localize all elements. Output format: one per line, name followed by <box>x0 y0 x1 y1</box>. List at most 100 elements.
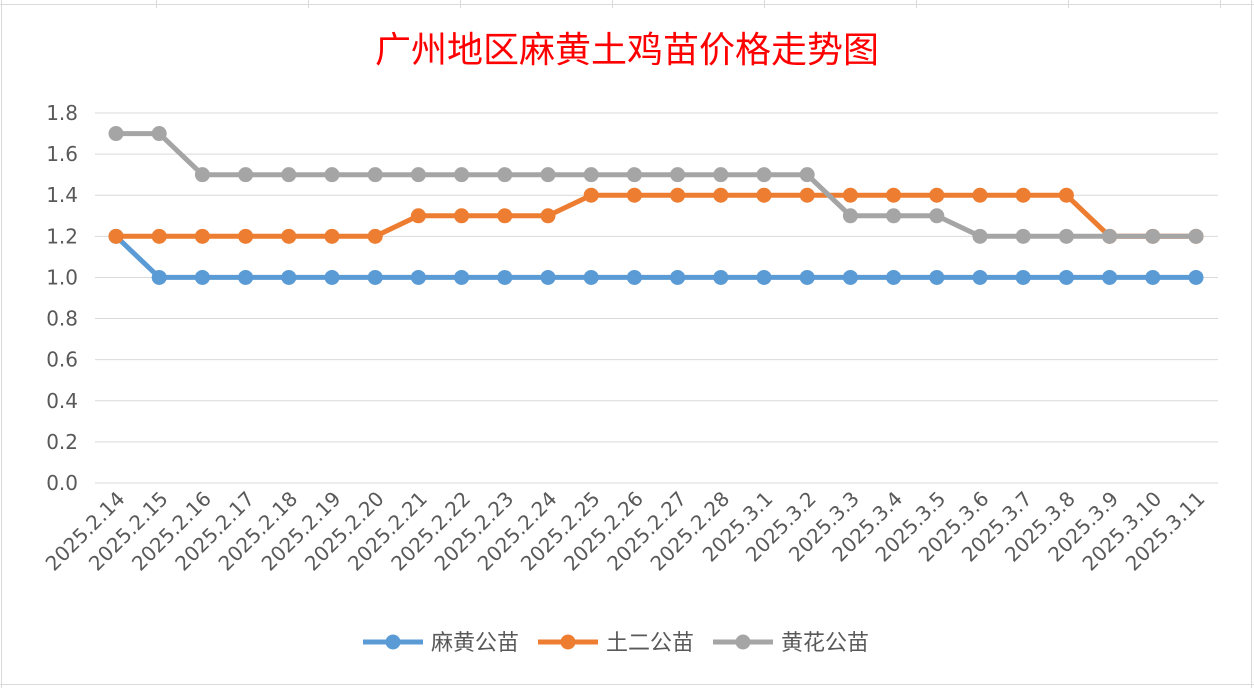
data-point <box>367 228 383 244</box>
data-point <box>929 208 945 224</box>
data-point <box>540 269 556 285</box>
data-point <box>324 228 340 244</box>
series-layer <box>108 126 1204 285</box>
data-point <box>410 167 426 183</box>
data-point <box>108 126 124 142</box>
data-point <box>929 269 945 285</box>
data-point <box>108 228 124 244</box>
y-axis-tick-labels: 1.8 1.6 1.4 1.2 1.0 0.8 0.6 0.4 0.2 0.0 <box>46 101 78 495</box>
data-point <box>454 167 470 183</box>
data-point <box>281 167 297 183</box>
data-point <box>756 269 772 285</box>
data-point <box>713 167 729 183</box>
data-point <box>1015 187 1031 203</box>
data-point <box>929 187 945 203</box>
data-point <box>799 167 815 183</box>
data-point <box>583 187 599 203</box>
data-point <box>842 208 858 224</box>
data-point <box>1058 228 1074 244</box>
data-point <box>151 269 167 285</box>
data-point <box>194 167 210 183</box>
data-point <box>1145 228 1161 244</box>
data-point <box>1145 269 1161 285</box>
data-point <box>281 228 297 244</box>
data-point <box>1188 269 1204 285</box>
data-point <box>583 167 599 183</box>
y-tick-label: 0.2 <box>46 430 78 454</box>
data-point <box>410 269 426 285</box>
y-tick-label: 0.4 <box>46 389 78 413</box>
data-point <box>756 187 772 203</box>
data-point <box>799 187 815 203</box>
y-tick-label: 1.6 <box>46 142 78 166</box>
data-point <box>367 269 383 285</box>
y-tick-label: 0.8 <box>46 307 78 331</box>
data-point <box>886 208 902 224</box>
data-point <box>497 167 513 183</box>
data-point <box>151 126 167 142</box>
data-point <box>626 167 642 183</box>
data-point <box>1015 269 1031 285</box>
data-point <box>1102 228 1118 244</box>
series-group <box>108 228 1204 285</box>
data-point <box>972 228 988 244</box>
data-point <box>972 187 988 203</box>
data-point <box>670 187 686 203</box>
data-point <box>540 208 556 224</box>
data-point <box>756 167 772 183</box>
data-point <box>842 269 858 285</box>
data-point <box>324 167 340 183</box>
data-point <box>324 269 340 285</box>
data-point <box>281 269 297 285</box>
data-point <box>670 167 686 183</box>
legend-marker <box>385 634 401 650</box>
data-point <box>238 269 254 285</box>
legend: 麻黄公苗 土二公苗 黄花公苗 <box>363 631 869 656</box>
data-point <box>497 208 513 224</box>
data-point <box>626 269 642 285</box>
y-tick-label: 1.4 <box>46 183 78 207</box>
y-tick-label: 1.2 <box>46 224 78 248</box>
data-point <box>238 167 254 183</box>
chart-title: 广州地区麻黄土鸡苗价格走势图 <box>375 30 879 71</box>
data-point <box>151 228 167 244</box>
data-point <box>540 167 556 183</box>
data-point <box>886 187 902 203</box>
data-point <box>972 269 988 285</box>
data-point <box>1015 228 1031 244</box>
data-point <box>497 269 513 285</box>
y-tick-label: 0.6 <box>46 348 78 372</box>
y-tick-label: 1.8 <box>46 101 78 125</box>
data-point <box>194 228 210 244</box>
legend-label: 麻黄公苗 <box>431 631 519 656</box>
legend-marker <box>560 634 576 650</box>
data-point <box>670 269 686 285</box>
data-point <box>1058 187 1074 203</box>
data-point <box>454 208 470 224</box>
legend-label: 土二公苗 <box>606 631 694 656</box>
data-point <box>626 187 642 203</box>
data-point <box>454 269 470 285</box>
legend-marker <box>735 634 751 650</box>
y-tick-label: 0.0 <box>46 471 78 495</box>
legend-label: 黄花公苗 <box>781 631 869 656</box>
data-point <box>194 269 210 285</box>
legend-item: 黄花公苗 <box>713 631 869 656</box>
series-group <box>108 126 1204 244</box>
data-point <box>1102 269 1118 285</box>
data-point <box>713 269 729 285</box>
data-point <box>583 269 599 285</box>
data-point <box>238 228 254 244</box>
data-point <box>713 187 729 203</box>
legend-item: 麻黄公苗 <box>363 631 519 656</box>
legend-item: 土二公苗 <box>538 631 694 656</box>
data-point <box>1188 228 1204 244</box>
data-point <box>799 269 815 285</box>
data-point <box>886 269 902 285</box>
data-point <box>842 187 858 203</box>
y-tick-label: 1.0 <box>46 265 78 289</box>
